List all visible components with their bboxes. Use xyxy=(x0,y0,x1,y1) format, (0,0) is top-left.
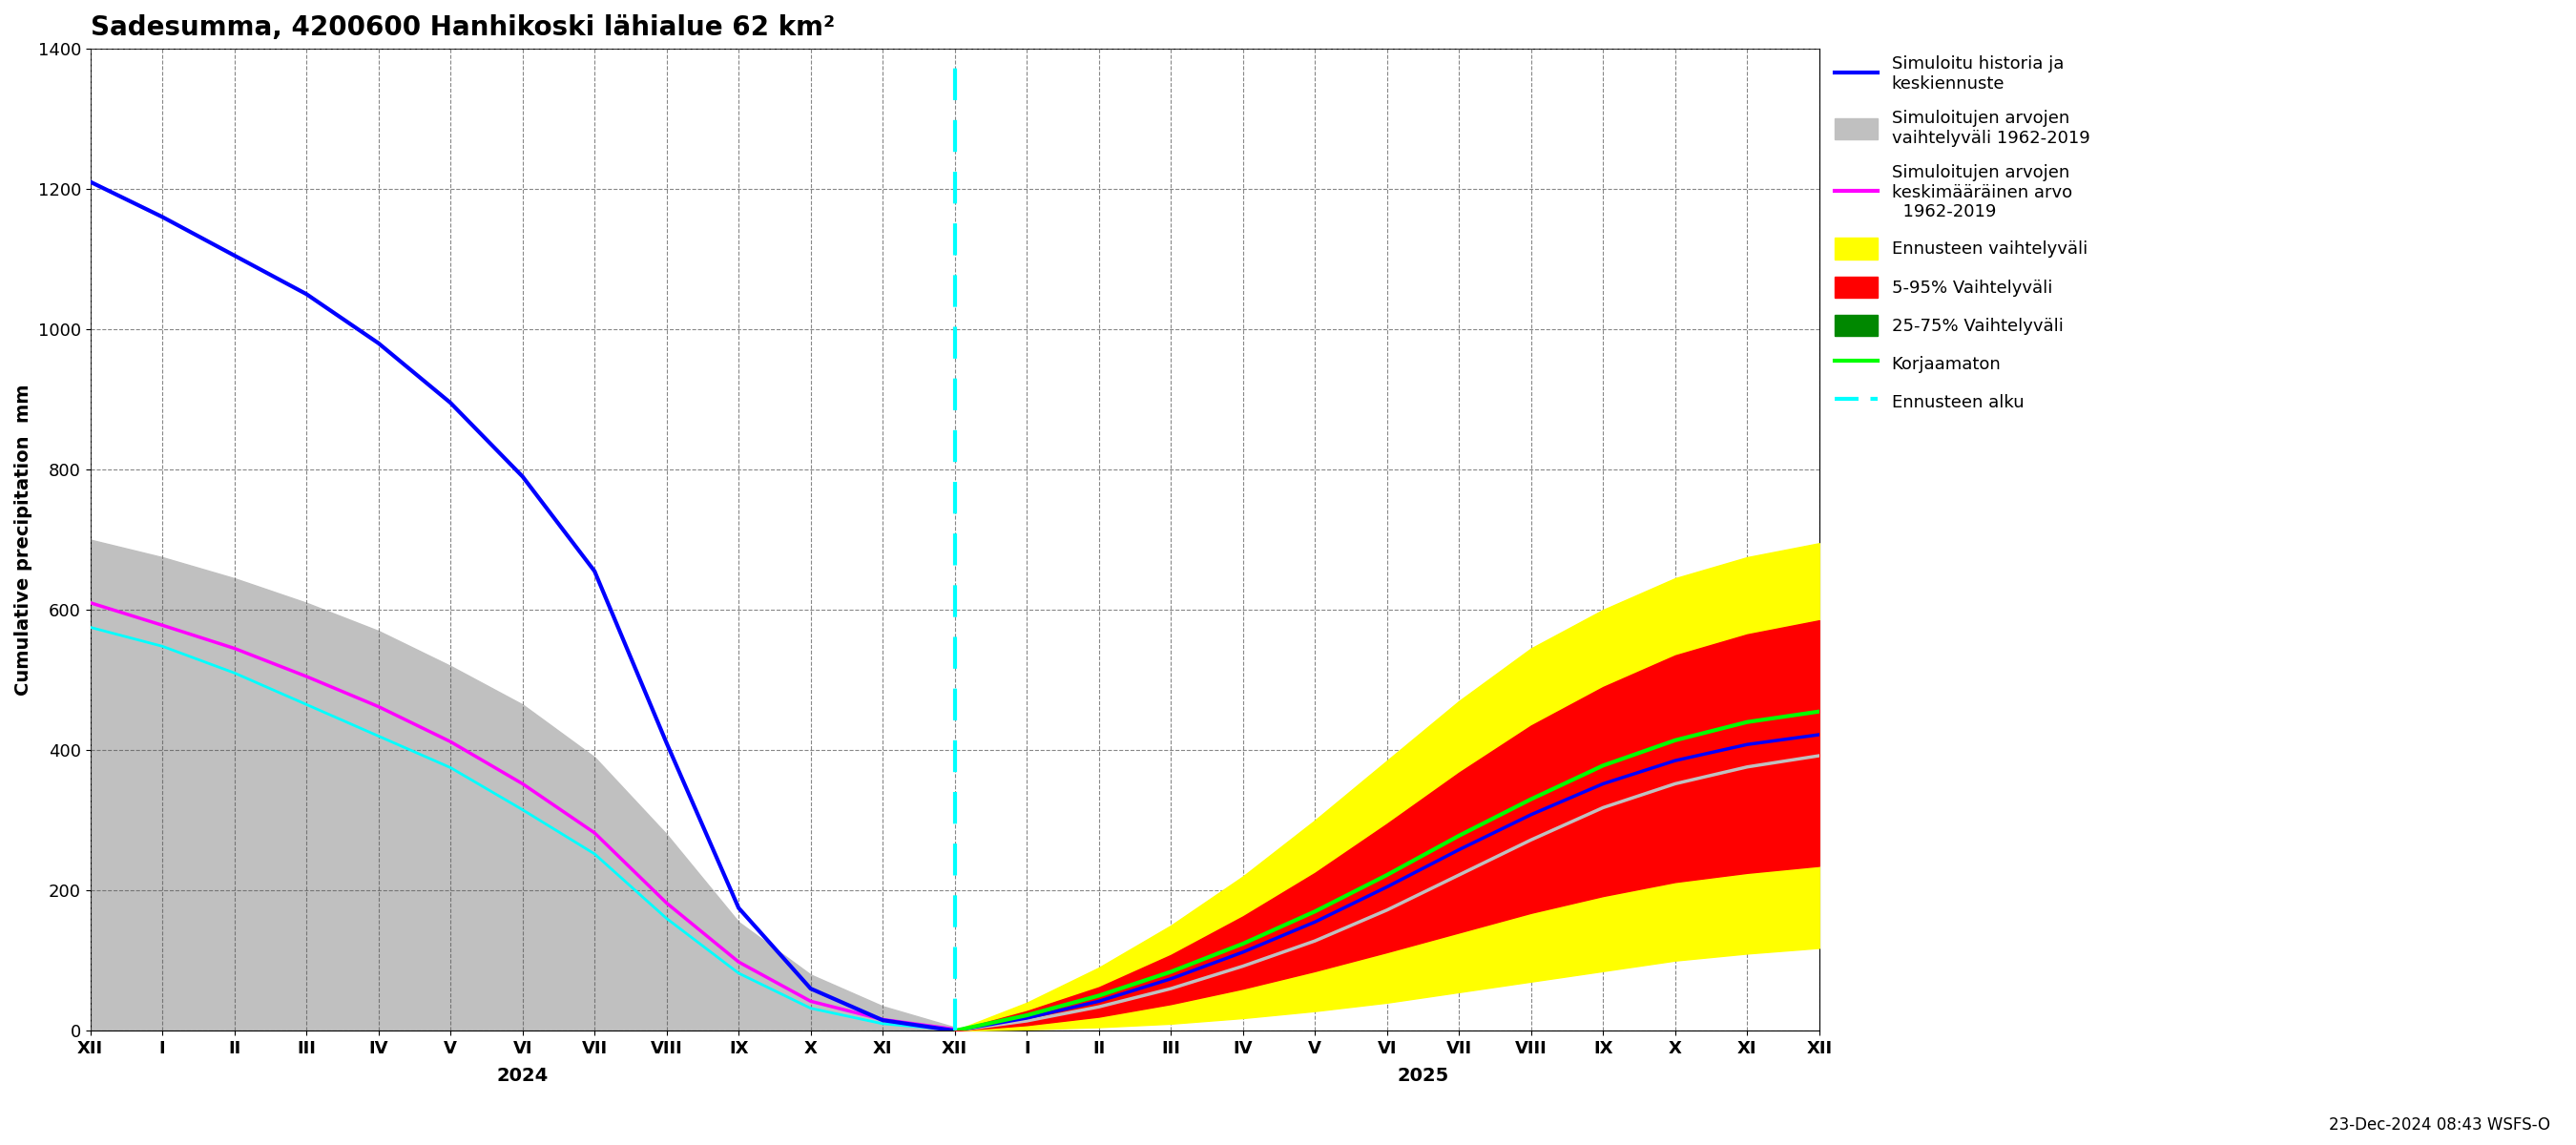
Legend: Simuloitu historia ja
keskiennuste, Simuloitujen arvojen
vaihtelуväli 1962-2019,: Simuloitu historia ja keskiennuste, Simu… xyxy=(1829,48,2097,419)
Y-axis label: Cumulative precipitation  mm: Cumulative precipitation mm xyxy=(15,384,33,695)
Text: 2024: 2024 xyxy=(497,1067,549,1085)
Text: 23-Dec-2024 08:43 WSFS-O: 23-Dec-2024 08:43 WSFS-O xyxy=(2329,1116,2550,1134)
Text: 2025: 2025 xyxy=(1396,1067,1448,1085)
Text: Sadesumma, 4200600 Hanhikoski lähialue 62 km²: Sadesumma, 4200600 Hanhikoski lähialue 6… xyxy=(90,14,835,41)
